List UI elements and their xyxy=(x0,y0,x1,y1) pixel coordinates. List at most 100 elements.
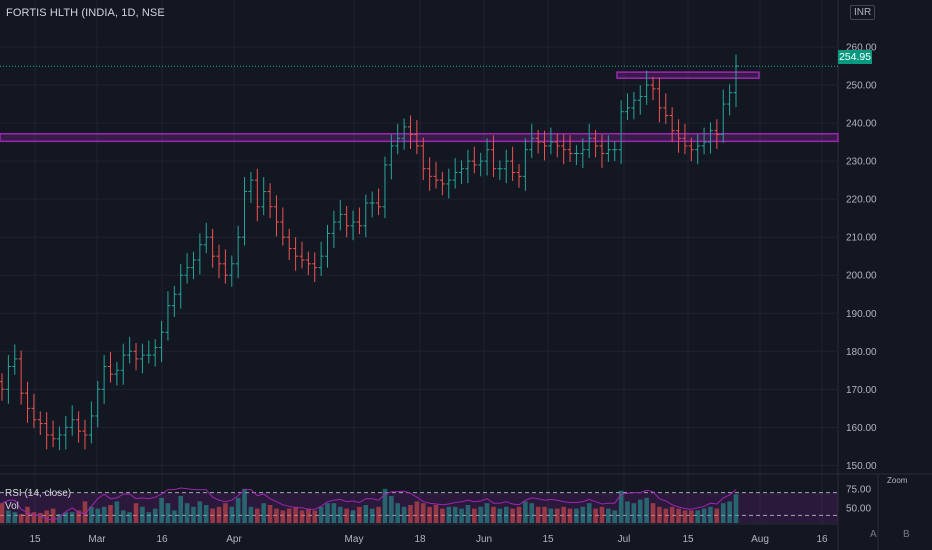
ohlc-bar xyxy=(5,355,11,404)
symbol-title[interactable]: FORTIS HLTH (INDIA, 1D, NSE xyxy=(6,7,165,19)
ohlc-bar xyxy=(554,133,560,158)
ohlc-bar xyxy=(567,135,573,162)
ohlc-bar xyxy=(605,135,611,162)
volume-bar xyxy=(325,503,330,523)
ohlc-bar xyxy=(650,76,656,101)
ohlc-bar xyxy=(146,340,152,364)
support-zone xyxy=(616,71,760,79)
ohlc-bar xyxy=(682,123,688,155)
volume-bar xyxy=(248,506,254,523)
volume-bar xyxy=(459,508,464,523)
currency-label[interactable]: INR xyxy=(850,5,876,20)
price-tick-label: 260.00 xyxy=(846,43,877,54)
ohlc-bar xyxy=(184,253,190,284)
ohlc-bar xyxy=(133,342,139,371)
time-tick-label: 15 xyxy=(682,534,694,545)
zoom-label[interactable]: Zoom xyxy=(887,476,908,485)
volume-bar xyxy=(491,506,496,523)
volume-bar xyxy=(25,506,30,523)
ohlc-bar xyxy=(203,222,209,254)
ohlc-bar xyxy=(0,373,5,401)
ohlc-bar xyxy=(593,129,599,158)
scale-button-a[interactable]: A xyxy=(870,529,877,540)
volume-bar xyxy=(542,506,547,523)
ohlc-bar xyxy=(165,291,171,341)
volume-bar xyxy=(382,488,388,523)
price-tick-label: 170.00 xyxy=(846,385,877,396)
ohlc-bar xyxy=(12,344,18,375)
volume-bar xyxy=(427,506,432,523)
scale-button-b[interactable]: B xyxy=(903,529,910,540)
ohlc-bar xyxy=(695,134,701,165)
time-tick-label: May xyxy=(345,534,364,545)
volume-bar xyxy=(650,503,656,523)
volume-bar xyxy=(242,488,247,523)
ohlc-bar xyxy=(484,138,490,176)
ohlc-bar xyxy=(171,285,177,318)
ohlc-bar xyxy=(720,89,726,143)
ohlc-bar xyxy=(286,228,292,261)
volume-bar xyxy=(306,508,311,523)
volume-bar xyxy=(561,506,566,523)
rsi-indicator-label[interactable]: RSI (14, close) xyxy=(5,488,72,499)
ohlc-bar xyxy=(101,355,107,404)
ohlc-bar xyxy=(331,210,337,248)
ohlc-bar xyxy=(688,137,694,162)
ohlc-bar xyxy=(235,225,241,279)
ohlc-bar xyxy=(254,168,260,222)
ohlc-bar xyxy=(190,251,196,280)
ohlc-bar xyxy=(478,152,484,177)
volume-bar xyxy=(50,508,56,523)
ohlc-bar xyxy=(337,199,343,231)
ohlc-bar xyxy=(388,134,394,180)
volume-bar xyxy=(369,508,375,523)
volume-bar xyxy=(657,506,662,523)
volume-bar xyxy=(108,505,113,523)
price-tick-label: 200.00 xyxy=(846,271,877,282)
ohlc-bar xyxy=(31,393,37,429)
volume-bar xyxy=(31,512,37,523)
volume-bar xyxy=(184,503,190,523)
price-tick-label: 240.00 xyxy=(846,119,877,130)
ohlc-bar xyxy=(714,119,720,149)
ohlc-bar xyxy=(471,146,477,174)
ohlc-bar xyxy=(522,138,528,191)
ohlc-bar xyxy=(305,251,311,276)
ohlc-bar xyxy=(25,381,31,423)
ohlc-bar xyxy=(529,123,535,159)
volume-indicator-label[interactable]: Vol xyxy=(5,501,19,512)
volume-bar xyxy=(44,510,49,523)
ohlc-bar xyxy=(210,228,216,268)
ohlc-bar xyxy=(114,361,120,386)
volume-bar xyxy=(101,506,107,523)
time-tick-label: 18 xyxy=(414,534,426,545)
ohlc-bar xyxy=(76,411,82,443)
volume-bar xyxy=(57,514,62,523)
ohlc-bar xyxy=(733,54,739,108)
time-tick-label: Mar xyxy=(88,534,106,545)
volume-bar xyxy=(95,508,101,523)
volume-bar xyxy=(472,508,477,523)
volume-bar xyxy=(433,505,439,523)
ohlc-bar xyxy=(248,171,254,203)
price-tick-label: 230.00 xyxy=(846,157,877,168)
ohlc-bar xyxy=(548,127,554,155)
volume-bar xyxy=(599,506,605,523)
volume-bar xyxy=(344,508,349,523)
rsi-tick-label: 75.00 xyxy=(846,484,871,495)
volume-bar xyxy=(727,501,732,523)
ohlc-bar xyxy=(88,401,94,444)
volume-bar xyxy=(669,506,675,523)
volume-bar xyxy=(440,508,445,523)
volume-bar xyxy=(574,508,579,523)
volume-bar xyxy=(76,510,81,523)
ohlc-bar xyxy=(127,336,133,364)
ohlc-bar xyxy=(676,119,682,153)
volume-bar xyxy=(637,499,643,523)
ohlc-bar xyxy=(376,188,382,216)
ohlc-bar xyxy=(120,343,126,385)
ohlc-bar xyxy=(356,207,362,235)
ohlc-bar xyxy=(618,100,624,165)
volume-bar xyxy=(695,510,701,523)
